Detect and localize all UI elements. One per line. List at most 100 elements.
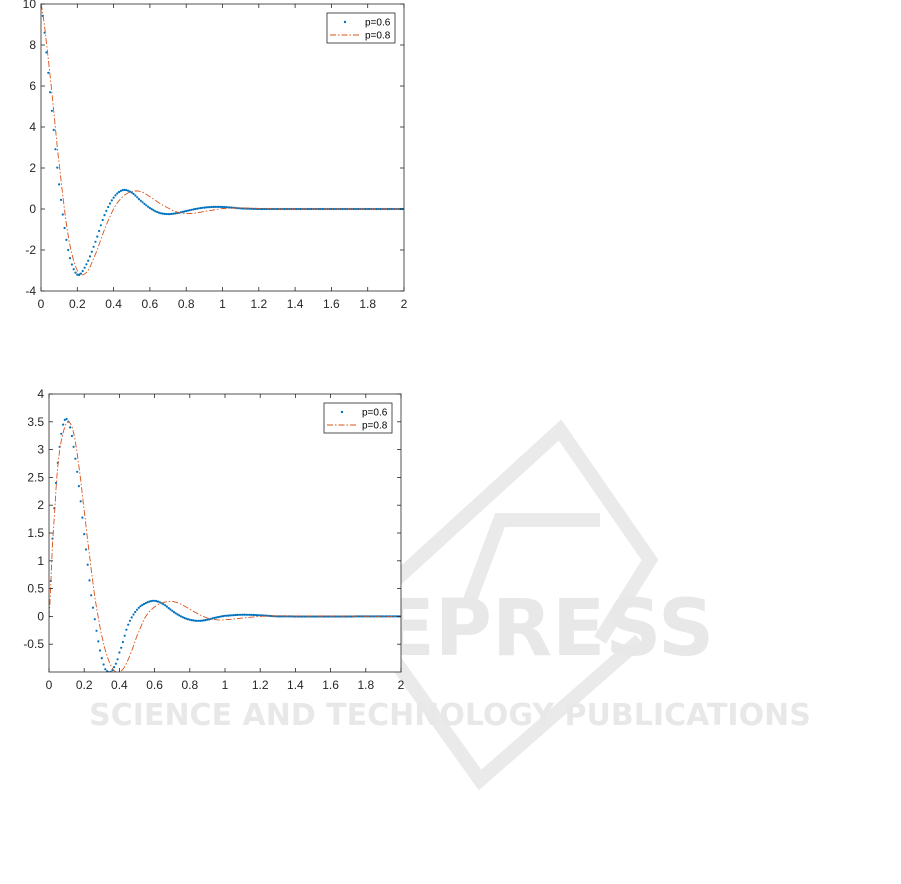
data-point bbox=[142, 602, 146, 606]
data-point bbox=[96, 235, 99, 238]
data-point bbox=[199, 619, 202, 622]
data-point bbox=[355, 207, 358, 211]
legend-box bbox=[326, 12, 396, 44]
series-p=0.6-markers bbox=[41, 4, 404, 277]
data-point bbox=[97, 640, 100, 643]
data-point bbox=[230, 614, 234, 617]
data-point bbox=[74, 271, 77, 274]
data-point bbox=[98, 229, 101, 233]
data-point bbox=[58, 183, 61, 186]
data-point bbox=[85, 263, 88, 266]
data-point bbox=[232, 614, 235, 617]
data-point bbox=[241, 207, 244, 210]
data-point bbox=[50, 109, 54, 112]
data-point bbox=[368, 207, 371, 211]
data-point bbox=[215, 616, 218, 619]
y-tick-label: 4 bbox=[29, 120, 36, 134]
data-point bbox=[169, 608, 172, 611]
data-point bbox=[185, 617, 188, 620]
data-point bbox=[181, 210, 184, 213]
data-point bbox=[255, 614, 258, 617]
x-tick-label: 1.2 bbox=[250, 297, 267, 311]
data-point bbox=[139, 199, 142, 202]
y-tick-label: 1 bbox=[37, 554, 44, 568]
data-point bbox=[151, 599, 154, 602]
data-point bbox=[241, 613, 244, 616]
data-point bbox=[237, 207, 240, 210]
data-point bbox=[145, 204, 148, 207]
data-point bbox=[172, 212, 175, 215]
data-point bbox=[123, 188, 126, 191]
data-point bbox=[88, 255, 92, 258]
data-point bbox=[158, 601, 161, 604]
x-tick-label: 0.8 bbox=[181, 678, 198, 692]
data-point bbox=[214, 205, 217, 208]
data-point bbox=[289, 615, 292, 618]
data-point bbox=[223, 614, 227, 617]
x-tick-label: 1.8 bbox=[359, 297, 376, 311]
data-point bbox=[150, 208, 153, 211]
x-tick-label: 0.8 bbox=[178, 297, 195, 311]
y-tick-label: 2.5 bbox=[27, 470, 44, 484]
data-point bbox=[135, 608, 139, 611]
x-tick-label: 0.4 bbox=[111, 678, 128, 692]
data-point bbox=[108, 202, 112, 205]
data-point bbox=[93, 618, 96, 621]
data-point bbox=[147, 205, 150, 208]
legend-marker-dot bbox=[343, 20, 347, 24]
data-point bbox=[205, 206, 208, 209]
data-point bbox=[136, 196, 139, 199]
data-point bbox=[334, 615, 337, 618]
data-point bbox=[128, 619, 132, 622]
data-point bbox=[219, 205, 222, 208]
data-point bbox=[386, 207, 389, 211]
data-point bbox=[248, 613, 251, 616]
data-point bbox=[220, 615, 223, 618]
data-point bbox=[152, 209, 155, 212]
data-point bbox=[238, 613, 241, 616]
x-tick-label: 1 bbox=[219, 297, 226, 311]
data-point bbox=[216, 616, 220, 619]
data-point bbox=[210, 205, 213, 209]
data-point bbox=[206, 206, 210, 209]
data-point bbox=[98, 649, 102, 652]
plot-area bbox=[41, 4, 404, 291]
data-point bbox=[141, 603, 144, 607]
data-point bbox=[186, 209, 190, 212]
data-point bbox=[116, 192, 119, 195]
data-point bbox=[223, 205, 226, 209]
data-point bbox=[176, 613, 179, 616]
data-point bbox=[201, 206, 204, 209]
data-point bbox=[114, 194, 117, 197]
y-tick-label: -4 bbox=[25, 284, 36, 298]
data-point bbox=[243, 613, 246, 616]
data-point bbox=[107, 205, 110, 209]
data-point bbox=[94, 240, 97, 243]
data-point bbox=[49, 91, 52, 94]
legend-marker-dot bbox=[340, 410, 344, 414]
data-point bbox=[275, 207, 279, 211]
data-point bbox=[130, 191, 133, 194]
data-point bbox=[95, 629, 98, 632]
data-point bbox=[143, 202, 146, 205]
data-point bbox=[76, 273, 79, 276]
data-point bbox=[70, 263, 73, 266]
x-tick-label: 0.4 bbox=[105, 297, 122, 311]
data-point bbox=[217, 205, 220, 208]
data-point bbox=[295, 207, 298, 211]
legend-label: p=0.8 bbox=[365, 31, 391, 42]
data-point bbox=[52, 128, 55, 132]
data-point bbox=[306, 207, 309, 211]
x-tick-label: 2 bbox=[401, 297, 408, 311]
data-point bbox=[121, 189, 124, 192]
data-point bbox=[213, 616, 216, 620]
data-point bbox=[65, 238, 68, 241]
data-point bbox=[74, 457, 77, 460]
data-point bbox=[222, 615, 225, 618]
data-point bbox=[79, 272, 82, 275]
y-tick-label: 6 bbox=[29, 79, 36, 93]
data-point bbox=[60, 432, 63, 435]
data-point bbox=[137, 606, 140, 609]
data-point bbox=[299, 207, 302, 211]
data-point bbox=[69, 426, 72, 429]
